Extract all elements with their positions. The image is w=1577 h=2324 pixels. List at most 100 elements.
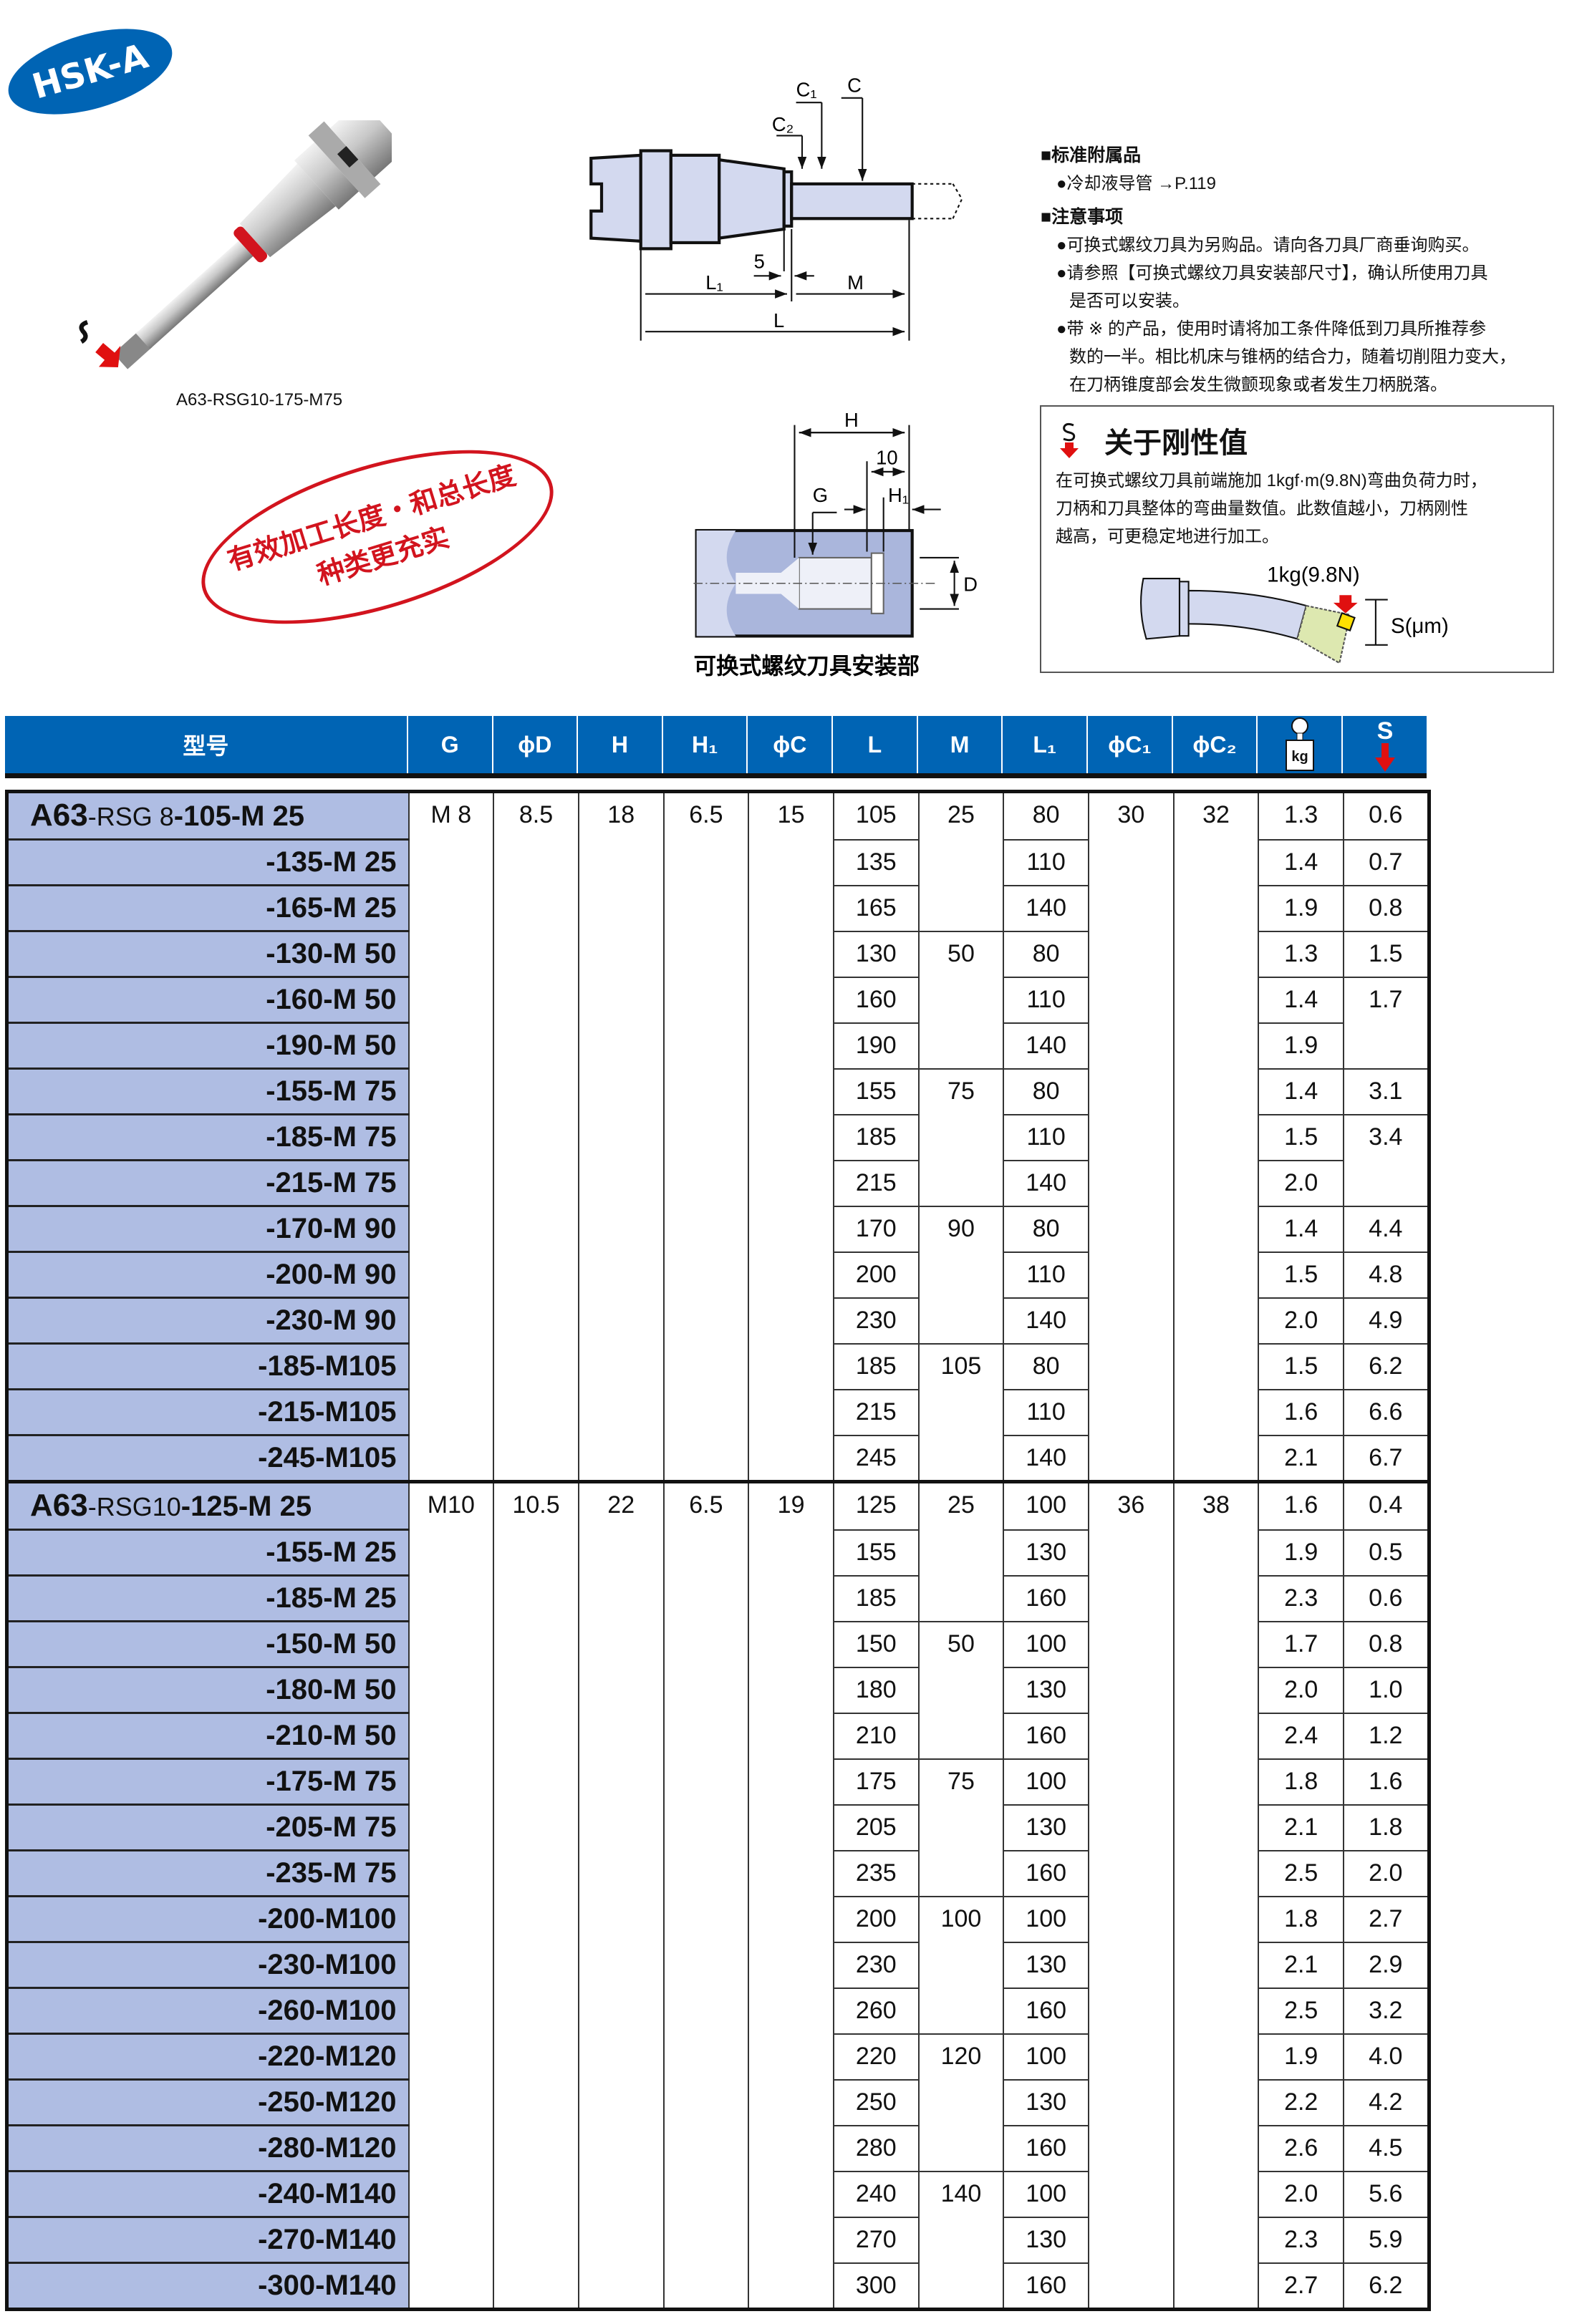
table-row: -185-M 75 185 110 1.5 3.4 (6, 1113, 1430, 1207)
spec-cell-weight: 2.3 (1258, 2216, 1345, 2264)
spec-cell-l: 155 (832, 1067, 920, 1115)
spec-cell-c1: 30 (1088, 790, 1175, 1483)
spec-cell-weight: 1.3 (1258, 930, 1345, 978)
table-row: A63-RSG10-125-M 25 M10 10.5 22 6.5 19 125 25 100… (6, 1480, 1430, 2310)
label-h1: H₁ (888, 484, 909, 506)
spec-cell-h1: 6.5 (662, 1480, 750, 2310)
spec-cell-stiffness: 0.6 (1343, 790, 1430, 841)
model-cell: -150-M 50 (6, 1620, 410, 1668)
spec-cell-stiffness: 0.8 (1343, 1620, 1430, 1668)
spec-cell-stiffness: 2.0 (1343, 1849, 1430, 1897)
label-h: H (844, 409, 859, 431)
spec-cell-weight: 1.4 (1258, 976, 1345, 1024)
spec-cell-l: 125 (832, 1480, 920, 1531)
spec-cell-weight: 2.2 (1258, 2078, 1345, 2126)
stiffness-box: 关于刚性值 在可换式螺纹刀具前端施加 1kgf·m(9.8N)弯曲负荷力时， 刀… (1040, 405, 1554, 673)
spec-cell-stiffness: 0.6 (1343, 1574, 1430, 1622)
table-row: A63-RSG 8-105-M 25 M 8 8.5 18 6.5 15 105 25 80 30… (6, 790, 1430, 1483)
spec-cell-weight: 2.0 (1258, 1666, 1345, 1714)
spec-cell-m: 105 (917, 1342, 1005, 1483)
model-cell: -280-M120 (6, 2124, 410, 2172)
model-cell: -130-M 50 (6, 930, 410, 978)
spec-cell-l: 280 (832, 2124, 920, 2172)
table-row: -200-M 90 200 110 1.5 4.8 (6, 1251, 1430, 1299)
spec-cell-l1: 80 (1003, 930, 1089, 978)
spec-cell-weight: 1.5 (1258, 1251, 1345, 1299)
table-row: -130-M 50 130 50 80 1.3 1.5 (6, 930, 1430, 1070)
spec-table: A63-RSG 8-105-M 25 M 8 8.5 18 6.5 15 105 25 80 30… (5, 790, 1431, 2311)
label-10: 10 (876, 446, 897, 468)
table-row: -200-M100 200 100 100 1.8 2.7 (6, 1895, 1430, 2035)
spec-cell-weight: 1.5 (1258, 1113, 1345, 1161)
spec-cell-stiffness: 1.2 (1343, 1712, 1430, 1760)
spec-cell-l: 260 (832, 1987, 920, 2035)
spec-cell-l1: 110 (1003, 838, 1089, 886)
header-model: 型号 (183, 733, 229, 759)
spec-cell-weight: 2.1 (1258, 1941, 1345, 1989)
table-row: -185-M 25 185 160 2.3 0.6 (6, 1574, 1430, 1622)
spec-cell-l1: 80 (1003, 1067, 1089, 1115)
table-row: -260-M100 260 160 2.5 3.2 (6, 1987, 1430, 2035)
spec-cell-l1: 130 (1003, 1529, 1089, 1577)
feature-stamp: 有效加工长度・和总长度 种类更充实 (181, 415, 574, 659)
spec-cell-stiffness: 3.2 (1343, 1987, 1430, 2035)
spec-cell-l: 170 (832, 1205, 920, 1253)
header-h1: H₁ (661, 716, 747, 773)
header-g: G (406, 716, 492, 773)
spec-cell-weight: 1.9 (1258, 2033, 1345, 2081)
model-cell: -170-M 90 (6, 1205, 410, 1253)
spec-cell-l: 105 (832, 790, 920, 841)
spec-cell-l: 155 (832, 1529, 920, 1577)
spec-cell-c2: 32 (1172, 790, 1260, 1483)
header-l1: L₁ (1001, 716, 1086, 773)
spec-cell-h: 18 (577, 790, 665, 1483)
table-row: -215-M105 215 110 1.6 6.6 (6, 1388, 1430, 1436)
spec-cell-stiffness: 6.6 (1343, 1388, 1430, 1436)
holder-outline (589, 149, 914, 251)
spec-cell-weight: 1.4 (1258, 838, 1345, 886)
spec-cell-l1: 110 (1003, 976, 1089, 1024)
table-row: -230-M100 230 130 2.1 2.9 (6, 1941, 1430, 1989)
spec-cell-l: 230 (832, 1941, 920, 1989)
spec-cell-l: 200 (832, 1895, 920, 1943)
model-cell: -250-M120 (6, 2078, 410, 2126)
spec-cell-c: 15 (748, 790, 834, 1483)
model-cell: -230-M100 (6, 1941, 410, 1989)
label-c1: C₁ (796, 79, 817, 101)
spec-cell-m: 25 (917, 1480, 1005, 1622)
s-deflection-arrow-icon (1060, 422, 1079, 458)
model-cell: -220-M120 (6, 2033, 410, 2081)
table-row: -215-M 75 215 140 2.0 (6, 1159, 1429, 1207)
header-l: L (831, 716, 917, 773)
table-row: -245-M105 245 140 2.1 6.7 (6, 1434, 1430, 1483)
spec-cell-l1: 100 (1003, 2170, 1089, 2218)
spec-cell-m: 75 (917, 1758, 1005, 1897)
label-c2: C₂ (772, 113, 794, 135)
spec-cell-m: 50 (917, 930, 1005, 1070)
spec-cell-l: 270 (832, 2216, 920, 2264)
spec-cell-stiffness: 3.4 (1343, 1113, 1430, 1207)
spec-cell-weight: 1.4 (1258, 1205, 1345, 1253)
model-cell: -235-M 75 (6, 1849, 410, 1897)
label-d: D (963, 573, 978, 595)
deflection-diagram: 1kg(9.8N) S(μm) (1140, 563, 1449, 664)
spec-cell-l1: 140 (1003, 1434, 1089, 1483)
table-row: -150-M 50 150 50 100 1.7 0.8 (6, 1620, 1430, 1760)
spec-cell-stiffness: 4.8 (1343, 1251, 1430, 1299)
spec-cell-weight: 1.7 (1258, 1620, 1345, 1668)
spec-cell-l: 130 (832, 930, 920, 978)
spec-cell-l: 210 (832, 1712, 920, 1760)
spec-cell-weight: 2.7 (1258, 2262, 1345, 2310)
table-row: -155-M 75 155 75 80 1.4 3.1 (6, 1067, 1430, 1207)
spec-cell-l: 205 (832, 1803, 920, 1851)
mount-section (693, 528, 935, 638)
spec-cell-stiffness: 6.2 (1343, 2262, 1430, 2310)
model-cell: -185-M 25 (6, 1574, 410, 1622)
weight-kg-icon: kg (1285, 717, 1314, 771)
spec-cell-stiffness: 6.2 (1343, 1342, 1430, 1390)
label-l: L (773, 309, 784, 331)
tool-holder-photo (79, 120, 392, 369)
svg-text:kg: kg (1291, 749, 1308, 765)
photo-caption: A63-RSG10-175-M75 (176, 390, 343, 410)
spec-cell-weight: 1.4 (1258, 1067, 1345, 1115)
